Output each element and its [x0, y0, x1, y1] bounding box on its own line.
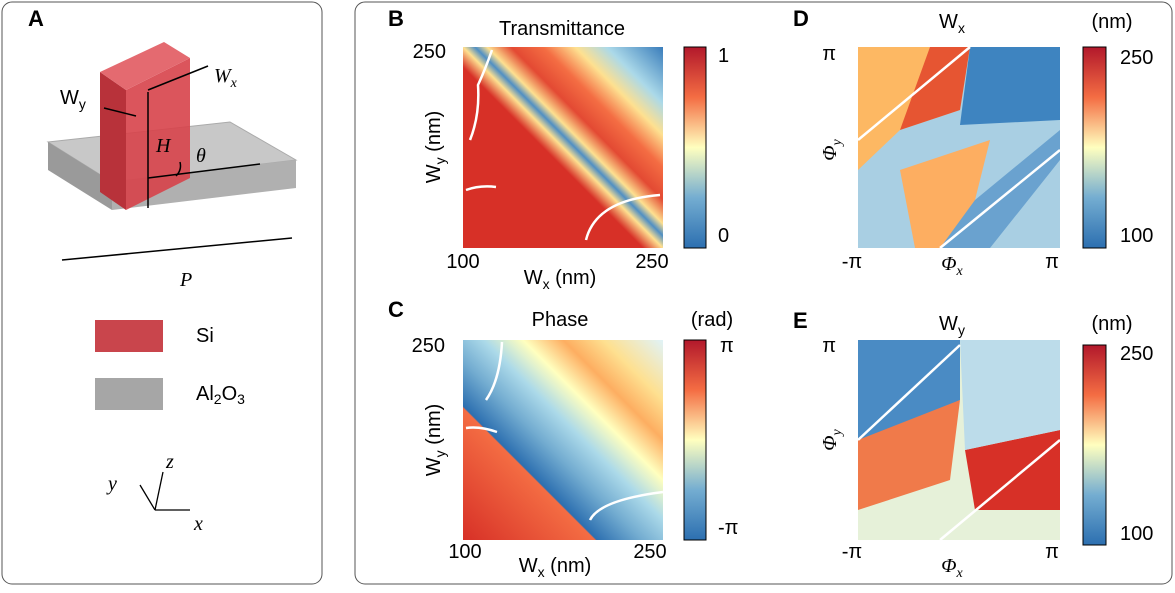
panel-title-sub: x: [958, 20, 965, 36]
x-axis-label-sub: x: [538, 564, 545, 580]
y-axis-label-sub: y: [432, 450, 448, 457]
panel-title-base: W: [939, 11, 958, 33]
panel-label: C: [388, 297, 404, 322]
panel-title-base: W: [939, 313, 958, 335]
wx-label: Wx: [214, 65, 238, 91]
y-axis-label-base: W: [423, 457, 445, 476]
colorbar-tick-label: 100: [1120, 523, 1153, 545]
heatmap: [463, 47, 663, 248]
colorbar-tick-label: 250: [1120, 47, 1153, 69]
y-axis-label-sub: y: [830, 138, 845, 147]
y-tick-label: π: [822, 43, 836, 65]
x-tick-label: 100: [446, 251, 479, 273]
x-tick-label: 250: [635, 251, 668, 273]
x-tick-label: π: [1045, 251, 1059, 273]
panel-label: D: [793, 6, 809, 31]
panel-label: A: [28, 6, 44, 31]
panel-label: E: [793, 308, 808, 333]
x-axis-label-base: Φ: [941, 555, 956, 577]
colorbar-tick-label: π: [720, 335, 734, 357]
x-axis-label-base: W: [524, 267, 543, 289]
pillar-front: [126, 58, 190, 210]
x-axis-label: Wx (nm): [519, 555, 592, 580]
axis-triad: [139, 471, 190, 511]
x-axis-label-unit: (nm): [550, 267, 597, 289]
colorbar-tick-label: 100: [1120, 225, 1153, 247]
colorbars: [683, 46, 1107, 546]
contour-lines: [465, 46, 1061, 541]
y-axis-label: Wy (nm): [423, 111, 448, 184]
panel-title: Phase: [532, 309, 589, 331]
colorbar-unit: (nm): [1091, 11, 1132, 33]
x-axis-label-sub: x: [956, 264, 964, 279]
panel-title: Wy: [939, 313, 965, 338]
al2o3-swatch: [95, 378, 163, 410]
x-axis-label-sub: x: [543, 276, 550, 292]
x-axis-label-sub: x: [956, 566, 964, 581]
x-axis-label-unit: (nm): [545, 555, 592, 577]
x-axis-label: Wx (nm): [524, 267, 597, 292]
y-axis-label-base: W: [423, 164, 445, 183]
y-axis-label-sub: y: [432, 157, 448, 164]
panel-title-sub: y: [958, 322, 965, 338]
legend-si: Si: [196, 325, 214, 347]
y-axis-label-base: Φ: [819, 435, 841, 450]
heatmap: [858, 47, 1060, 248]
y-axis-label: Wy (nm): [423, 404, 448, 477]
pillar-top: [100, 42, 190, 90]
x-tick-label: -π: [842, 541, 862, 563]
substrate-side: [48, 142, 112, 210]
colorbar-tick-label: -π: [718, 517, 738, 539]
x-tick-label: 250: [633, 541, 666, 563]
x-axis-label: Φx: [941, 253, 963, 279]
axis-z: z: [165, 451, 174, 473]
y-axis-label-base: Φ: [819, 145, 841, 160]
si-swatch: [95, 320, 163, 352]
y-axis-label-unit: (nm): [423, 404, 445, 451]
panel-title: Wx: [939, 11, 965, 36]
dimension-lines: [61, 65, 293, 261]
x-tick-label: -π: [842, 251, 862, 273]
colorbar-unit: (rad): [691, 309, 733, 331]
axis-x: x: [193, 513, 203, 535]
period-label: P: [179, 269, 192, 291]
x-axis-label-base: Φ: [941, 253, 956, 275]
panel-a-frame: [1, 1, 323, 585]
colorbar-tick-label: 0: [718, 225, 729, 247]
y-tick-label: 250: [412, 335, 445, 357]
panel-frame: [354, 1, 1173, 585]
colorbar-tick-label: 250: [1120, 343, 1153, 365]
x-tick-label: π: [1045, 541, 1059, 563]
y-tick-label: 250: [413, 41, 446, 63]
y-axis-label: Φy: [819, 428, 845, 450]
axis-y: y: [106, 473, 117, 495]
heatmap: [463, 340, 663, 540]
y-axis-label-unit: (nm): [423, 111, 445, 158]
angle-label: θ: [196, 145, 206, 167]
height-label: H: [155, 135, 172, 157]
panel-label: B: [388, 6, 404, 31]
x-axis-label: Φx: [941, 555, 963, 581]
substrate-front: [112, 160, 296, 210]
heatmap: [858, 340, 1060, 540]
pillar-side: [100, 72, 126, 210]
wy-label: Wy: [60, 87, 86, 112]
y-axis-label-sub: y: [830, 428, 845, 437]
colorbar-tick-label: 1: [718, 45, 729, 67]
colorbar-unit: (nm): [1091, 313, 1132, 335]
x-tick-label: 100: [448, 541, 481, 563]
y-tick-label: π: [822, 335, 836, 357]
x-axis-label-base: W: [519, 555, 538, 577]
panel-title: Transmittance: [499, 18, 625, 40]
y-axis-label: Φy: [819, 138, 845, 160]
legend-al2o3: Al2O3: [196, 383, 245, 407]
